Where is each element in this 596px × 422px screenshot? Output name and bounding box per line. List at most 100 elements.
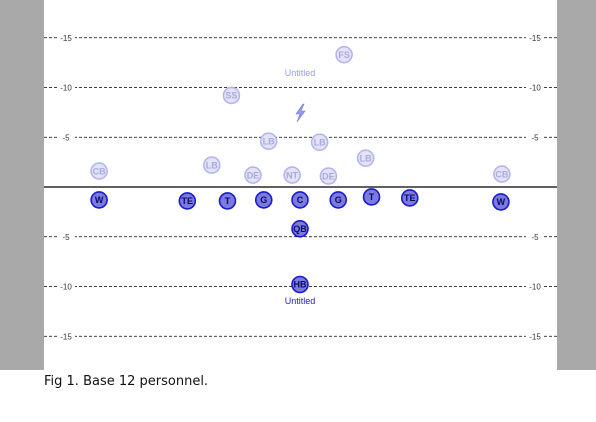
player-marker	[362, 188, 381, 206]
yard-label-bg	[57, 331, 75, 341]
yard-label-bg	[526, 82, 544, 92]
defense-player-de[interactable]: DE	[319, 167, 338, 185]
defense-player-cb[interactable]: CB	[493, 165, 511, 183]
player-label: T	[225, 196, 231, 206]
offense-player-qb[interactable]: QB	[291, 219, 309, 238]
player-marker	[291, 191, 309, 209]
yard-marker-left: -5	[62, 133, 70, 142]
yard-label-bg	[526, 231, 544, 241]
player-label: FS	[338, 50, 350, 60]
player-label: G	[260, 195, 267, 205]
player-marker	[400, 189, 419, 207]
right-sideline	[557, 0, 596, 370]
player-marker	[283, 166, 301, 184]
yard-marker-left: -5	[62, 233, 70, 242]
yard-label-bg	[526, 32, 544, 42]
player-marker	[254, 191, 273, 209]
offense-player-te[interactable]: TE	[400, 189, 419, 207]
player-label: TE	[182, 196, 194, 206]
yard-lines: -15 -15 -10 -10 -5 -5 -5 -5 -10 -10 -15 -15	[44, 32, 557, 341]
player-label: HB	[294, 280, 307, 290]
player-label: C	[297, 195, 304, 205]
figure-caption: Fig 1. Base 12 personnel.	[44, 374, 209, 389]
yard-label-bg	[526, 281, 544, 291]
player-label: LB	[206, 160, 218, 170]
defense-player-de[interactable]: DE	[244, 166, 262, 184]
player-label: CB	[495, 169, 508, 179]
yard-marker-left: -10	[60, 84, 72, 93]
offense-player-c[interactable]: C	[291, 191, 309, 209]
player-marker	[310, 133, 329, 152]
player-marker	[222, 86, 241, 105]
offense-player-g[interactable]: G	[329, 191, 348, 209]
defense-player-lb[interactable]: LB	[259, 132, 278, 151]
defense-player-cb[interactable]: CB	[90, 162, 108, 180]
yard-marker-right: -10	[529, 283, 541, 292]
defense-player-fs[interactable]: FS	[335, 45, 353, 64]
player-marker	[329, 191, 348, 209]
yard-marker-right: -15	[529, 332, 541, 341]
player-label: T	[369, 192, 375, 202]
player-marker	[218, 192, 237, 210]
left-sideline	[0, 0, 44, 370]
yard-label-bg	[57, 281, 75, 291]
offense-formation-label: Untitled	[285, 296, 316, 306]
player-marker	[90, 191, 108, 209]
player-marker	[319, 167, 338, 185]
player-label: NT	[286, 170, 298, 180]
defense-formation-label: Untitled	[285, 68, 316, 78]
defense-player-lb[interactable]: LB	[203, 156, 221, 174]
offense-player-g[interactable]: G	[254, 191, 273, 209]
player-label: CB	[93, 166, 106, 176]
yard-label-bg	[57, 231, 75, 241]
yard-label-bg	[526, 132, 544, 142]
lightning-bolt-icon	[295, 103, 306, 123]
offense-player-w[interactable]: W	[492, 193, 510, 211]
yard-marker-right: -10	[529, 84, 541, 93]
player-label: TE	[404, 193, 416, 203]
player-marker	[291, 219, 309, 238]
defense-player-lb[interactable]: LB	[356, 149, 375, 167]
yard-label-bg	[57, 132, 75, 142]
player-marker	[203, 156, 221, 174]
player-marker	[492, 193, 510, 211]
offense-player-t[interactable]: T	[362, 188, 381, 206]
player-marker	[178, 192, 197, 210]
offense-player-hb[interactable]: HB	[291, 275, 309, 294]
player-label: DE	[322, 171, 335, 181]
player-label: LB	[360, 153, 372, 163]
player-label: G	[335, 195, 342, 205]
player-marker	[335, 45, 353, 64]
play-diagram: -15 -15 -10 -10 -5 -5 -5 -5 -10 -10 -15 -15 FS SS LB L…	[0, 0, 596, 370]
player-marker	[493, 165, 511, 183]
player-label: W	[95, 195, 104, 205]
defense-player-ss[interactable]: SS	[222, 86, 241, 105]
player-label: LB	[314, 137, 326, 147]
defense-players: FS SS LB LB LB LB DE NT DE CB CB	[90, 45, 511, 185]
player-marker	[259, 132, 278, 151]
offense-player-te[interactable]: TE	[178, 192, 197, 210]
offense-player-t[interactable]: T	[218, 192, 237, 210]
offense-players: W TE T G C G T TE W QB HB	[90, 188, 510, 294]
player-marker	[244, 166, 262, 184]
yard-label-bg	[526, 331, 544, 341]
player-label: W	[497, 197, 506, 207]
yard-marker-right: -5	[531, 233, 539, 242]
player-marker	[291, 275, 309, 294]
player-marker	[90, 162, 108, 180]
player-label: LB	[263, 136, 275, 146]
yard-label-bg	[57, 32, 75, 42]
player-label: SS	[225, 91, 237, 101]
offense-player-w[interactable]: W	[90, 191, 108, 209]
yard-marker-left: -15	[60, 34, 72, 43]
yard-marker-right: -15	[529, 34, 541, 43]
player-marker	[356, 149, 375, 167]
defense-player-lb[interactable]: LB	[310, 133, 329, 152]
yard-marker-left: -10	[60, 283, 72, 292]
defense-player-nt[interactable]: NT	[283, 166, 301, 184]
player-label: DE	[247, 170, 260, 180]
field-background	[0, 0, 596, 370]
yard-label-bg	[57, 82, 75, 92]
yard-marker-right: -5	[531, 133, 539, 142]
player-label: QB	[293, 224, 307, 234]
